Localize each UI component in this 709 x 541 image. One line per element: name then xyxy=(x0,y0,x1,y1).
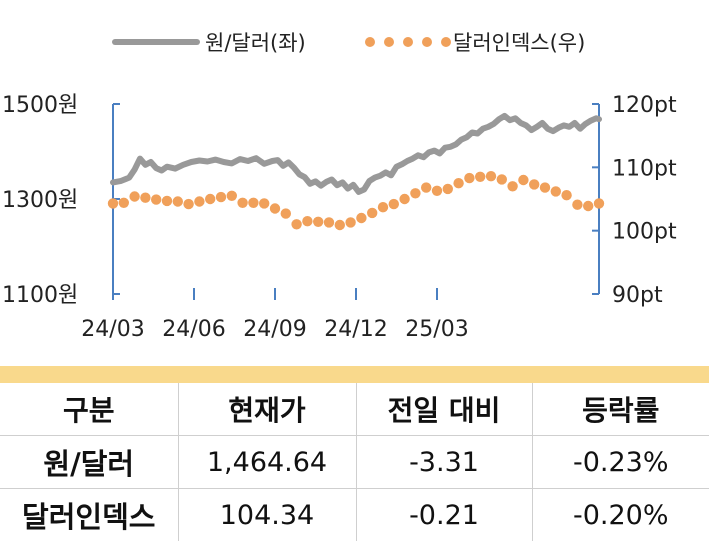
dxy-point xyxy=(205,193,216,205)
dxy-point xyxy=(345,217,356,228)
header-category: 구분 xyxy=(0,383,179,436)
x-axis-tick-label: 24/09 xyxy=(243,317,306,342)
table-row: 달러인덱스 104.34 -0.21 -0.20% xyxy=(0,488,709,541)
legend-dot xyxy=(422,37,432,47)
table-header-row: 구분 현재가 전일 대비 등락률 xyxy=(0,383,709,436)
dxy-point xyxy=(107,198,119,209)
row-label: 달러인덱스 xyxy=(0,488,179,541)
dxy-point xyxy=(161,195,173,207)
dxy-point xyxy=(593,198,605,209)
dxy-point xyxy=(291,219,302,230)
legend-dot xyxy=(365,37,375,47)
dxy-point xyxy=(237,197,248,208)
x-axis-tick-label: 24/12 xyxy=(324,317,387,342)
cell-change-rate: -0.23% xyxy=(531,435,709,489)
legend-dot xyxy=(384,37,394,47)
dxy-point xyxy=(323,217,335,228)
right-axis: 120pt 110pt 100pt 90pt xyxy=(592,93,677,308)
dxy-point xyxy=(226,190,237,201)
dxy-point xyxy=(496,174,507,185)
left-axis-tick-label: 1100원 xyxy=(2,283,78,308)
series-line-krw-usd xyxy=(110,112,602,195)
dxy-point xyxy=(388,198,399,210)
dxy-point xyxy=(431,185,443,196)
dxy-point xyxy=(356,212,367,224)
dxy-point xyxy=(118,197,129,208)
dxy-point xyxy=(518,174,529,186)
right-axis-tick-label: 90pt xyxy=(612,283,663,308)
legend-dot xyxy=(403,37,413,47)
legend: 원/달러(좌) 달러인덱스(우) xyxy=(112,31,585,55)
cell-current-price: 1,464.64 xyxy=(177,435,357,489)
dxy-point xyxy=(248,197,259,208)
dxy-point xyxy=(442,183,453,195)
table-row: 원/달러 1,464.64 -3.31 -0.23% xyxy=(0,435,709,489)
quote-table: 구분 현재가 전일 대비 등락률 원/달러 1,464.64 -3.31 -0.… xyxy=(0,383,709,541)
dxy-point xyxy=(377,202,389,213)
dxy-point xyxy=(421,182,432,193)
dxy-point xyxy=(475,171,486,182)
x-axis-tick-label: 24/06 xyxy=(162,317,225,342)
legend-dot xyxy=(441,37,451,47)
dxy-point xyxy=(280,208,291,219)
dxy-point xyxy=(572,199,583,210)
legend-swatch-dxy xyxy=(365,37,451,47)
dxy-point xyxy=(129,191,140,202)
legend-label-krw-usd: 원/달러(좌) xyxy=(205,31,306,55)
dxy-point xyxy=(259,198,270,209)
x-axis-tick-label: 25/03 xyxy=(405,317,468,342)
dxy-point xyxy=(507,181,518,192)
dxy-point xyxy=(410,188,421,199)
x-axis: 24/03 24/06 24/09 24/12 25/03 xyxy=(81,288,469,342)
dxy-point xyxy=(453,178,464,189)
header-daily-change: 전일 대비 xyxy=(355,383,533,436)
right-axis-tick-label: 110pt xyxy=(612,156,677,181)
row-label: 원/달러 xyxy=(0,435,179,489)
dxy-point xyxy=(367,207,378,219)
dxy-point xyxy=(151,194,162,205)
dxy-point xyxy=(334,219,345,231)
dxy-point xyxy=(399,193,410,205)
left-axis-tick-label: 1500원 xyxy=(2,93,78,118)
header-change-rate: 등락률 xyxy=(531,383,709,436)
dxy-point xyxy=(215,191,227,203)
dxy-point xyxy=(313,216,324,227)
dxy-point xyxy=(302,216,313,227)
legend-label-dxy: 달러인덱스(우) xyxy=(453,31,585,55)
quote-table-section: 구분 현재가 전일 대비 등락률 원/달러 1,464.64 -3.31 -0.… xyxy=(0,366,709,541)
cell-daily-change: -0.21 xyxy=(355,488,533,541)
dxy-point xyxy=(550,186,561,197)
left-axis-tick-label: 1300원 xyxy=(2,188,78,213)
dxy-point xyxy=(464,172,475,184)
table-top-band xyxy=(0,366,709,383)
dxy-point xyxy=(485,171,497,182)
dxy-point xyxy=(583,200,594,212)
series-dots-dxy xyxy=(107,171,605,231)
dxy-point xyxy=(183,198,194,210)
right-axis-tick-label: 120pt xyxy=(612,93,677,118)
dxy-point xyxy=(269,203,281,214)
right-axis-tick-label: 100pt xyxy=(612,220,677,245)
cell-current-price: 104.34 xyxy=(177,488,357,541)
cell-daily-change: -3.31 xyxy=(355,435,533,489)
header-current-price: 현재가 xyxy=(177,383,357,436)
dxy-point xyxy=(172,196,183,207)
dxy-point xyxy=(529,179,540,190)
dxy-point xyxy=(194,196,205,207)
left-axis: 1500원 1300원 1100원 xyxy=(2,93,120,308)
cell-change-rate: -0.20% xyxy=(531,488,709,541)
x-axis-tick-label: 24/03 xyxy=(81,317,144,342)
dxy-point xyxy=(561,190,572,201)
dxy-point xyxy=(140,192,151,203)
chart: 원/달러(좌) 달러인덱스(우) 1500원 1300원 1100원 120pt 11… xyxy=(2,31,677,342)
dxy-point xyxy=(539,182,551,193)
